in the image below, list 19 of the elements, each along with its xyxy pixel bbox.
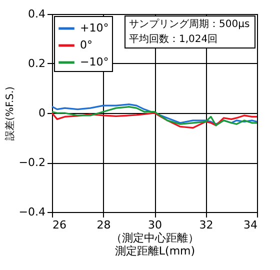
y-tick-label: −0.4 [18, 206, 46, 218]
legend-label: −10° [80, 56, 109, 68]
annotation: 平均回数：1,024回 [129, 33, 218, 45]
y-tick-label: 0 [38, 106, 46, 120]
y-tick-label: −0.2 [18, 156, 46, 169]
x-tick-label: 30 [148, 218, 162, 232]
y-tick-label: 0.4 [28, 8, 46, 20]
text: （測定中心距離） [111, 232, 199, 244]
y-axis-title: 誤差(%F.S.) [4, 86, 16, 141]
x-tick-label: 26 [52, 218, 66, 232]
x-tick-label: 32 [199, 218, 214, 232]
legend-label: 0° [80, 38, 92, 52]
line-series [51, 112, 258, 129]
y-tick-label: 0.2 [28, 57, 46, 70]
annotation: サンプリング周期：500μs [129, 18, 250, 30]
x-axis-title: 測定距離L(mm) [114, 244, 196, 258]
x-tick-label: 34 [244, 218, 258, 232]
legend-label: +10° [80, 22, 109, 34]
x-tick-label: 28 [96, 218, 111, 232]
